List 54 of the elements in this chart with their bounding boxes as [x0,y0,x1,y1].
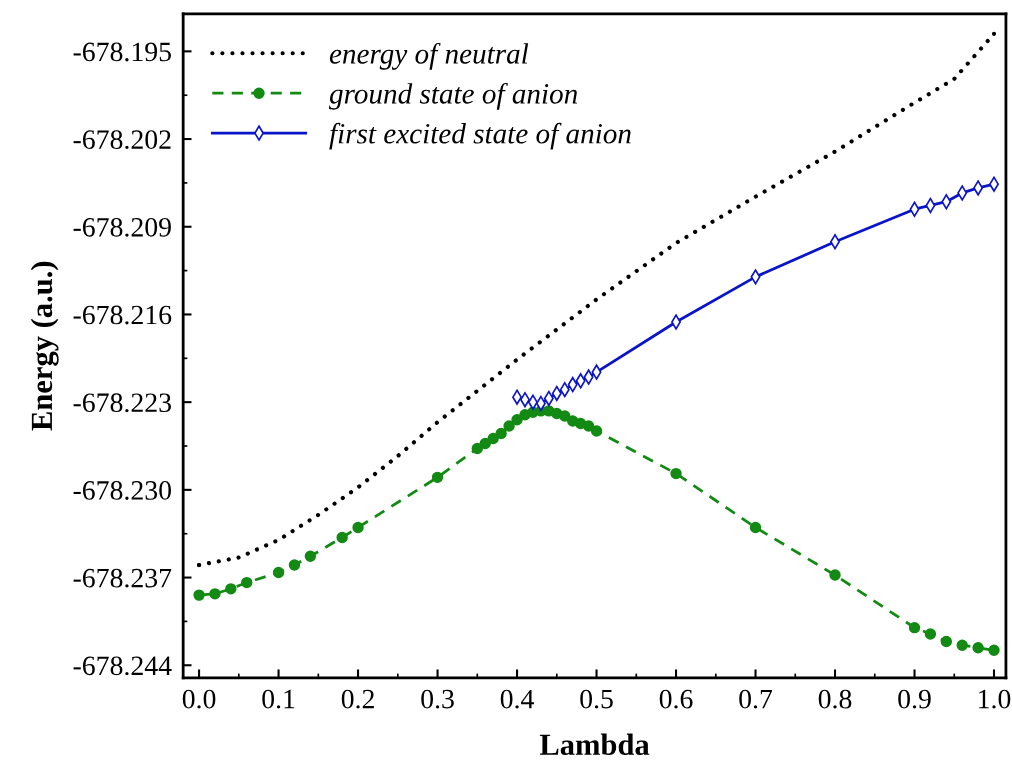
point [193,589,205,601]
point [196,562,202,568]
point [940,635,953,648]
x-axis-title: Lambda [539,733,650,756]
y-tick-label: -678.237 [73,568,172,588]
x-tick-label: 0.3 [421,689,454,709]
point [288,559,301,571]
x-tick-label: 0.8 [818,689,852,709]
point [511,414,523,426]
x-tick-label: 0.2 [341,689,374,709]
point [924,628,937,640]
point [749,521,762,534]
point [590,425,603,437]
x-tick-label: 0.7 [739,689,773,709]
y-tick-label: -678.230 [73,481,171,500]
point [972,642,984,654]
point [304,550,317,562]
point [352,521,364,534]
y-tick-label: -678.202 [73,130,171,150]
x-tick-label: 0.4 [500,689,534,709]
point [272,566,285,579]
y-tick-label: -678.195 [73,42,171,62]
point [471,442,483,455]
point [670,467,682,480]
y-tick-label: -678.223 [73,393,171,413]
point [487,432,499,445]
x-tick-label: 0.6 [659,689,693,709]
point [829,569,841,581]
point [988,644,1000,656]
x-tick-label: 0.9 [898,689,931,709]
point [582,420,595,432]
legend-label: first excited state of anion [329,122,631,150]
legend-label: energy of neutral [329,42,529,70]
point [495,427,507,440]
point [209,588,221,600]
point [241,576,253,589]
point [431,471,444,484]
x-tick-label: 0.5 [580,689,613,709]
point [336,531,348,544]
x-tick-label: 1.0 [979,689,1011,709]
y-tick-label: -678.216 [73,305,172,325]
x-tick-label: 0.0 [182,689,216,709]
point [908,621,921,634]
x-tick-label: 0.1 [262,689,295,709]
y-tick-label: -678.209 [73,217,171,237]
point [479,437,491,450]
point [559,410,571,422]
legend-label: ground state of anion [329,82,578,110]
point [225,583,237,595]
y-axis-title: Energy (a.u.) [30,261,59,431]
point [503,420,515,432]
point [991,31,997,36]
y-tick-label: -678.244 [73,656,172,676]
point [956,639,968,651]
